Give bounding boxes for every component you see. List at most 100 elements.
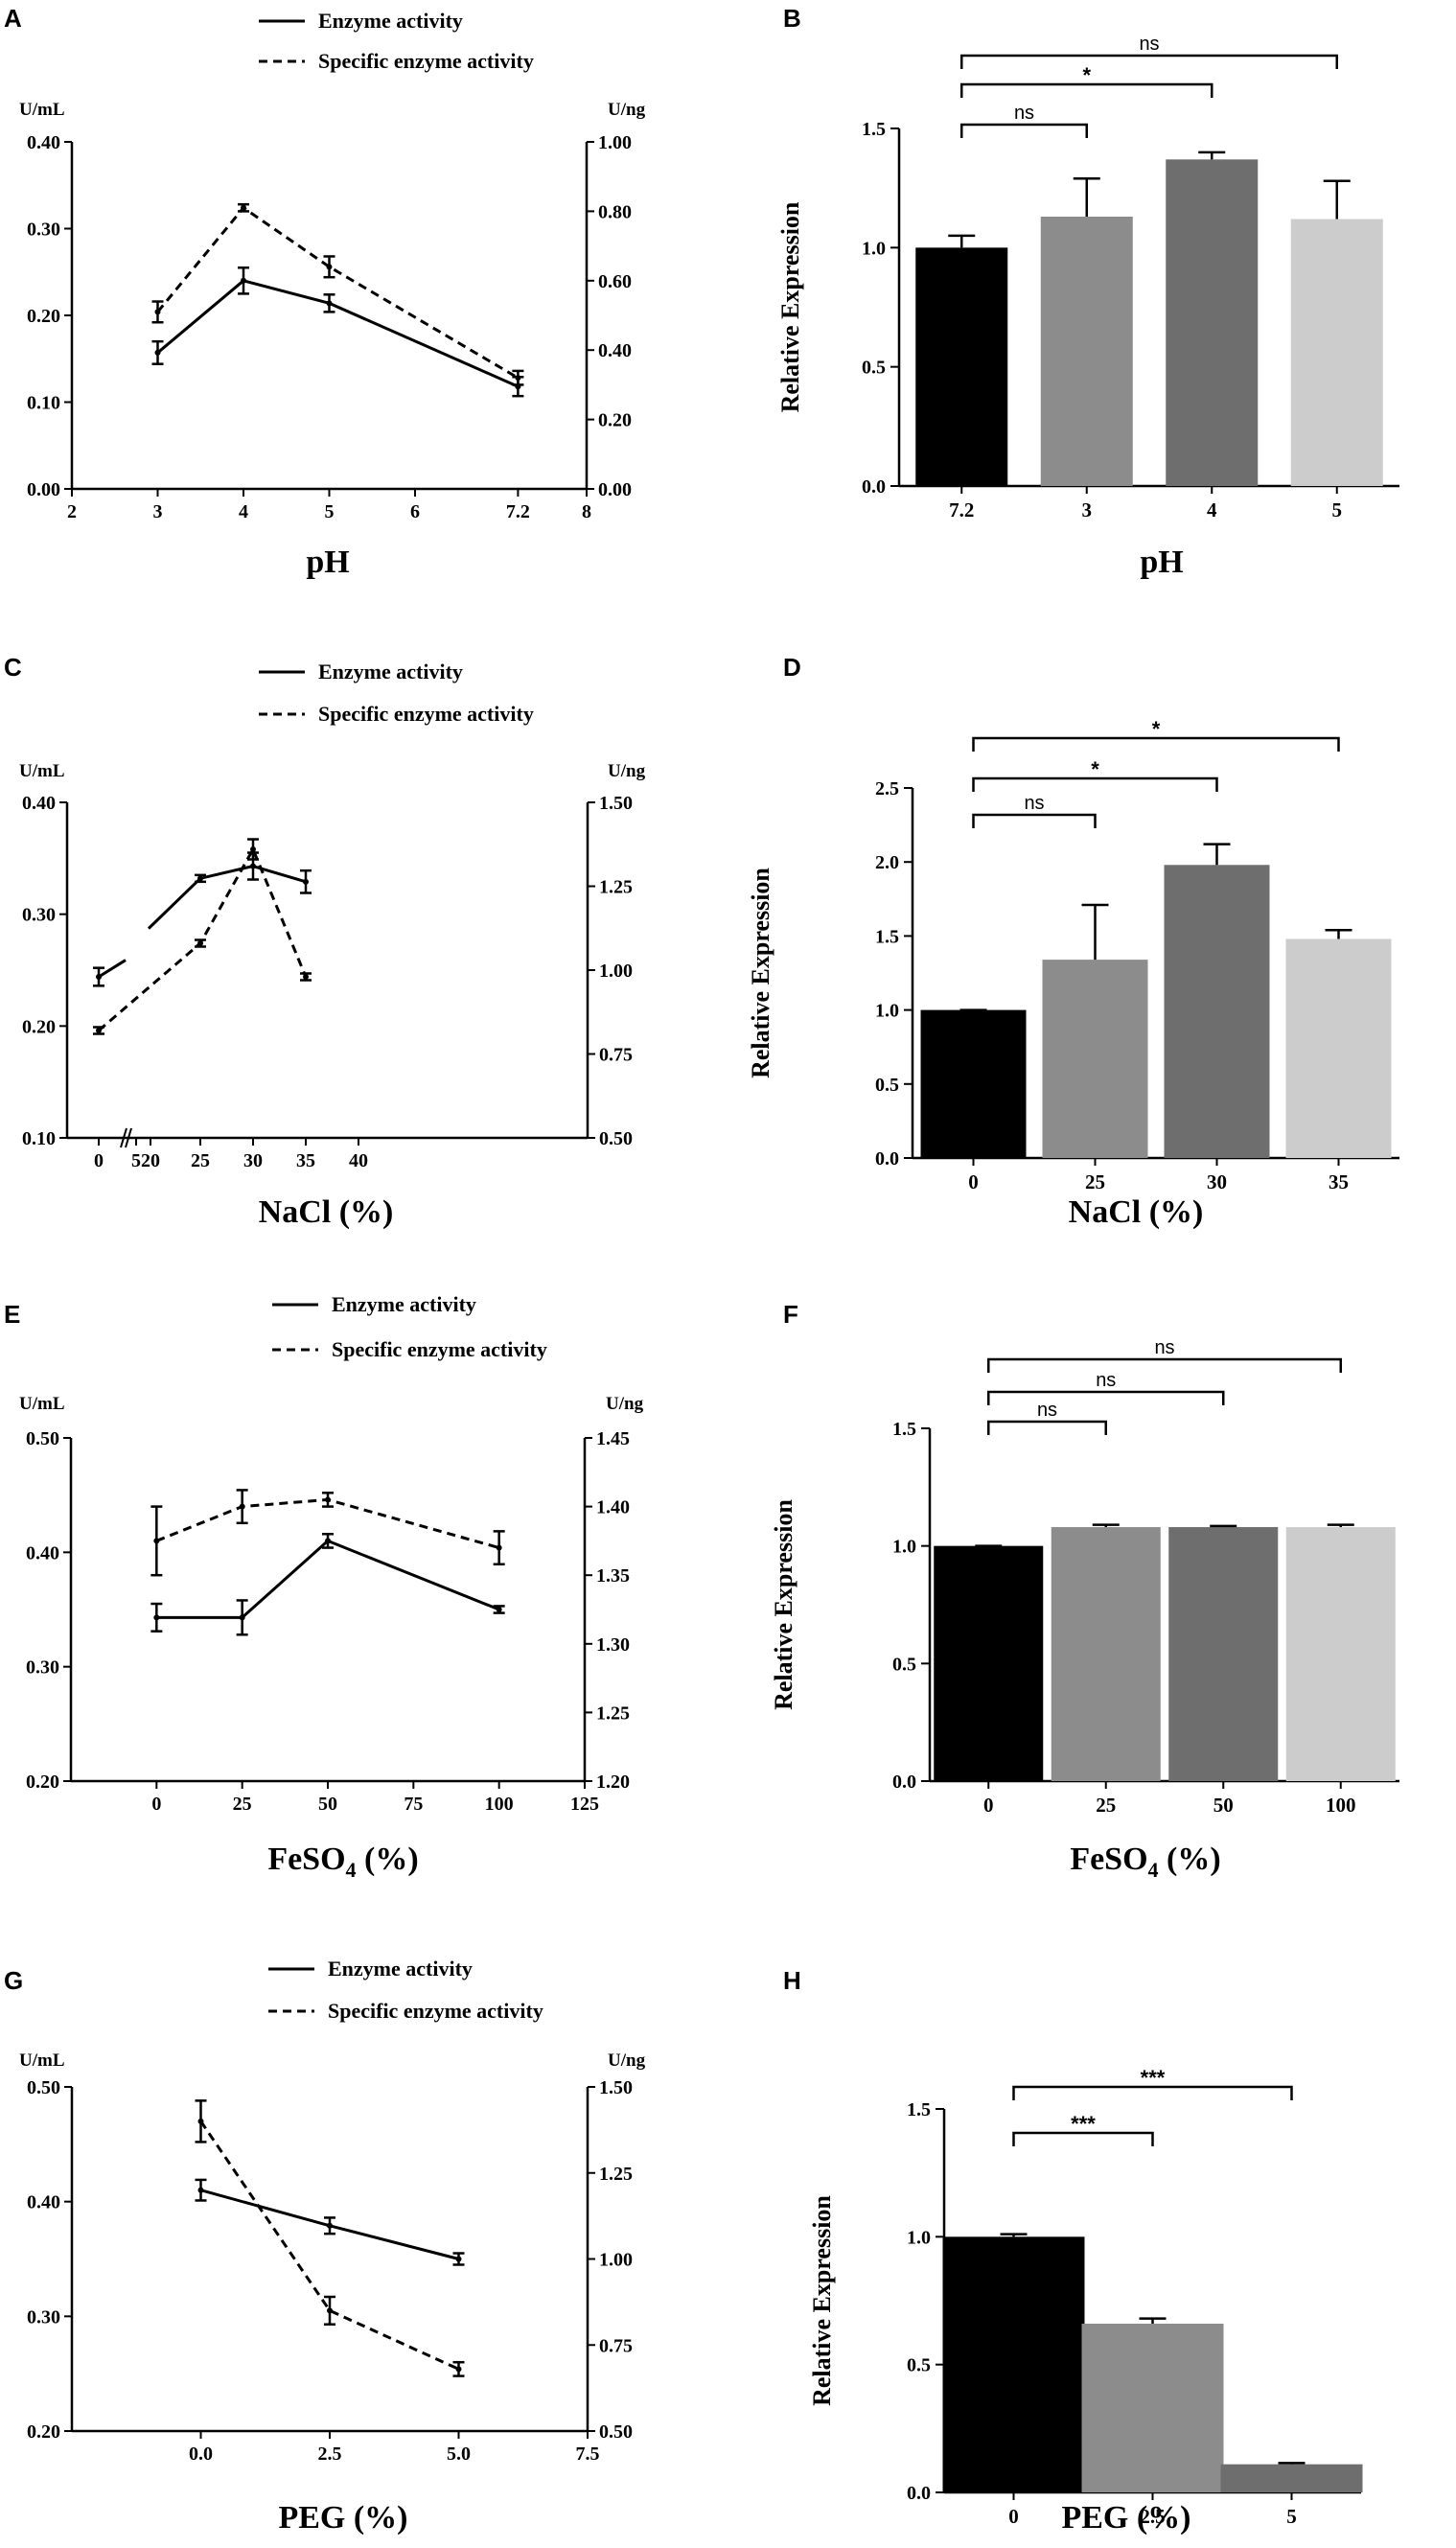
y-tick-label: 0.5 <box>875 1075 899 1096</box>
bar-25 <box>1042 960 1148 1158</box>
y-right-tick-label: 0.75 <box>599 2335 633 2356</box>
y-left-tick-label: 0.50 <box>27 2077 60 2098</box>
series-specific-activity-line <box>98 845 308 1032</box>
legend-label: Specific enzyme activity <box>318 49 534 73</box>
y-right-tick-label: 1.25 <box>599 877 633 898</box>
series-enzyme-activity-line <box>98 864 307 979</box>
x-tick-label: 0 <box>94 1150 104 1171</box>
y-left-unit: U/mL <box>19 761 65 781</box>
data-point <box>197 940 203 946</box>
y-right-tick-label: 1.50 <box>599 793 633 814</box>
y-right-tick-label: 1.50 <box>599 2077 633 2098</box>
bar-0 <box>942 2236 1085 2492</box>
x-tick-label: 7.2 <box>506 501 530 522</box>
x-axis-label: NaCl (%) <box>259 1194 394 1230</box>
x-tick-label: 35 <box>1329 1170 1349 1193</box>
y-right-tick-label: 0.50 <box>599 2421 633 2443</box>
data-point <box>515 375 521 382</box>
y-tick-label: 1.0 <box>875 1001 899 1022</box>
panel-letter: G <box>4 1966 23 1995</box>
data-point <box>455 2256 462 2262</box>
data-point <box>250 863 256 869</box>
panel-d: D 0.0 0.5 1.0 1.5 2.0 2.5 Relative Expression 0 2… <box>747 653 1399 1230</box>
y-right-tick-label: 1.35 <box>596 1565 630 1587</box>
legend: Enzyme activity Specific enzyme activity <box>268 1957 543 2023</box>
panel-letter: B <box>783 4 801 33</box>
panel-letter: D <box>783 653 801 682</box>
data-point <box>326 264 333 270</box>
legend-label: Enzyme activity <box>328 1957 473 1980</box>
y-right-tick-label: 1.00 <box>599 2250 633 2271</box>
x-tick-label: 30 <box>243 1150 263 1171</box>
y-right-tick-label: 1.40 <box>596 1497 630 1518</box>
x-axis-label: FeSO4 (%) <box>267 1842 418 1882</box>
legend-label: Specific enzyme activity <box>318 702 534 726</box>
bar-4 <box>1166 159 1259 486</box>
x-tick-label: 25 <box>1085 1170 1105 1193</box>
data-point <box>153 1538 160 1544</box>
x-tick-label: 0.0 <box>189 2444 213 2465</box>
panel-h: H 0.0 0.5 1.0 1.5 Relative Expression 0 2.5 5 ***… <box>783 1966 1363 2536</box>
x-tick-label: 25 <box>233 1794 252 1815</box>
bar-30 <box>1164 865 1270 1158</box>
significance-label: ns <box>1014 103 1034 124</box>
x-tick-label: 6 <box>410 501 420 522</box>
data-point <box>154 349 161 356</box>
x-axis-label: PEG (%) <box>1061 2500 1190 2536</box>
data-point <box>239 1503 245 1510</box>
x-tick-label: 0 <box>151 1794 161 1815</box>
y-tick-label: 0.0 <box>907 2483 931 2504</box>
significance-label: * <box>1091 757 1099 781</box>
y-right-tick-label: 0.40 <box>598 340 632 361</box>
panel-letter: C <box>4 653 22 682</box>
y-tick-label: 0.5 <box>892 1654 916 1675</box>
x-tick-label: 75 <box>404 1794 423 1815</box>
series-specific-activity-line <box>199 2120 460 2371</box>
y-right-tick-label: 1.25 <box>596 1703 630 1724</box>
y-right-tick-label: 1.00 <box>598 132 632 153</box>
significance-bracket <box>987 1390 1225 1405</box>
x-tick-label: 0 <box>968 1170 979 1193</box>
y-left-tick-label: 0.20 <box>26 1772 59 1793</box>
legend: Enzyme activity Specific enzyme activity <box>259 660 534 726</box>
y-right-unit: U/ng <box>608 100 646 120</box>
panel-letter: H <box>783 1966 801 1995</box>
x-tick-label: 2.5 <box>318 2444 342 2465</box>
series-enzyme-activity-line <box>156 1539 500 1619</box>
significance-label: *** <box>1071 2112 1096 2136</box>
y-right-tick-label: 0.80 <box>598 201 632 222</box>
x-tick-label: 5.0 <box>447 2444 471 2465</box>
y-right-tick-label: 1.25 <box>599 2164 633 2185</box>
x-tick-label: 20 <box>141 1150 160 1171</box>
data-point <box>496 1607 502 1612</box>
significance-bracket <box>960 123 1088 138</box>
bar-0 <box>934 1545 1044 1781</box>
y-left-tick-label: 0.00 <box>27 479 60 500</box>
significance-bracket <box>1012 2085 1293 2100</box>
x-tick-label: 3 <box>1082 498 1093 521</box>
legend-label: Enzyme activity <box>318 9 463 33</box>
x-tick-label: 0 <box>983 1794 994 1817</box>
bar-7.2 <box>915 247 1008 486</box>
y-tick-label: 0.0 <box>875 1148 899 1170</box>
y-tick-label: 1.5 <box>862 119 886 140</box>
x-tick-label: 50 <box>318 1794 337 1815</box>
y-right-unit: U/ng <box>608 761 646 781</box>
bar-5 <box>1290 219 1383 486</box>
x-tick-label: 2 <box>67 501 77 522</box>
y-left-tick-label: 0.10 <box>27 393 60 414</box>
legend: Enzyme activity Specific enzyme activity <box>259 9 534 73</box>
y-tick-label: 2.0 <box>875 852 899 873</box>
bar-0 <box>920 1009 1027 1158</box>
bar-100 <box>1285 1527 1396 1781</box>
data-point <box>303 878 309 885</box>
data-point <box>153 1614 160 1621</box>
y-right-tick-label: 1.00 <box>599 961 633 982</box>
y-right-unit: U/ng <box>606 1394 644 1414</box>
y-tick-label: 1.0 <box>892 1537 916 1558</box>
axis-break-mark <box>125 1127 132 1148</box>
panel-g: G Enzyme activity Specific enzyme activity… <box>4 1957 646 2536</box>
data-point <box>496 1544 502 1551</box>
y-right-tick-label: 0.00 <box>598 479 632 500</box>
x-tick-label: 5 <box>1332 498 1343 521</box>
